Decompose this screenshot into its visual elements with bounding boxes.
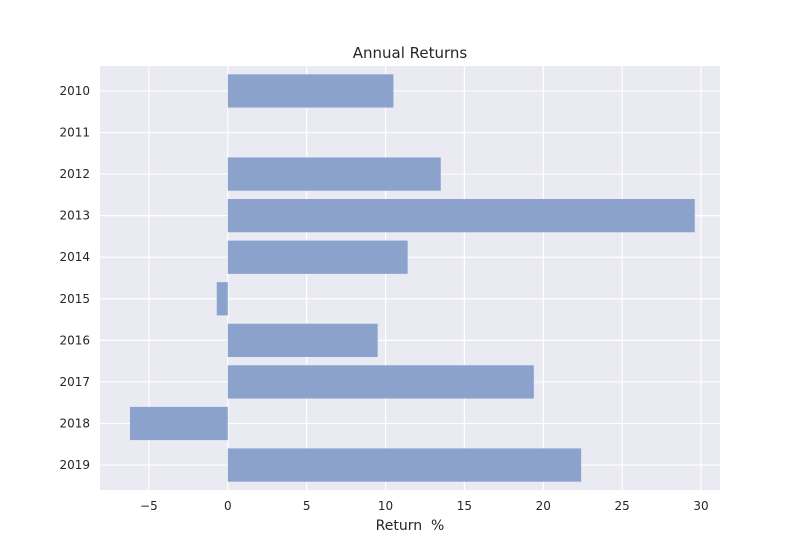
x-tick-label: 10 <box>378 499 393 513</box>
y-tick-label: 2016 <box>59 333 90 347</box>
bar-2018 <box>129 406 228 441</box>
bar-2019 <box>227 448 582 482</box>
x-axis-ticks: −5 0 5 10 15 20 25 30 <box>140 499 709 513</box>
x-tick-label: 30 <box>693 499 708 513</box>
y-tick-label: 2010 <box>59 84 90 98</box>
y-axis-ticks: 2010 2011 2012 2013 2014 2015 2016 2017 2018 2019 <box>59 84 90 472</box>
x-tick-label: 25 <box>615 499 630 513</box>
bar-2014 <box>227 240 408 274</box>
y-tick-label: 2015 <box>59 292 90 306</box>
bar-2010 <box>227 74 394 108</box>
x-tick-label: 15 <box>457 499 472 513</box>
x-tick-label: 0 <box>224 499 232 513</box>
y-tick-label: 2017 <box>59 375 90 389</box>
bar-2015 <box>216 282 228 316</box>
x-tick-label: 5 <box>303 499 311 513</box>
y-tick-label: 2014 <box>59 250 90 264</box>
x-tick-label: 20 <box>536 499 551 513</box>
bar-2016 <box>227 323 378 357</box>
y-tick-label: 2019 <box>59 458 90 472</box>
x-tick-label: −5 <box>140 499 158 513</box>
y-tick-label: 2018 <box>59 416 90 430</box>
bars <box>129 74 695 482</box>
y-tick-label: 2013 <box>59 209 90 223</box>
chart-title: Annual Returns <box>353 44 468 62</box>
bar-2017 <box>227 365 534 399</box>
bar-2012 <box>227 157 441 191</box>
x-axis-label: Return % <box>376 518 445 534</box>
y-tick-label: 2012 <box>59 167 90 181</box>
bar-2013 <box>227 199 695 233</box>
y-tick-label: 2011 <box>59 126 90 140</box>
